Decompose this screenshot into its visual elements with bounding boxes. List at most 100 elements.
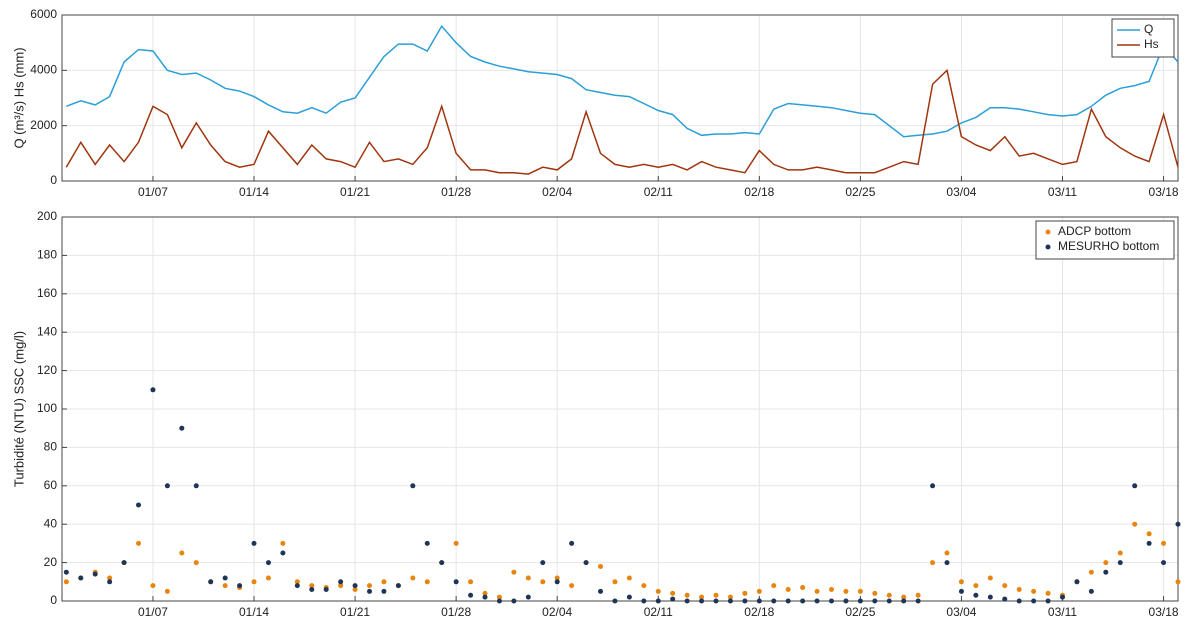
- y-tick-label: 0: [50, 593, 57, 607]
- point: [598, 563, 604, 569]
- x-tick-label: 03/11: [1048, 605, 1077, 619]
- x-tick-label: 01/07: [138, 605, 168, 619]
- point: [1161, 560, 1167, 566]
- point: [641, 598, 647, 604]
- point: [424, 579, 430, 585]
- point: [569, 540, 575, 546]
- x-tick-label: 01/07: [138, 185, 168, 199]
- point: [511, 598, 517, 604]
- line: [65, 68, 1179, 175]
- x-tick-label: 01/14: [239, 605, 269, 619]
- x-tick-label: 02/04: [542, 185, 572, 199]
- point: [63, 569, 69, 575]
- point: [1045, 590, 1051, 596]
- point: [107, 575, 113, 581]
- point: [800, 585, 806, 591]
- point: [641, 583, 647, 589]
- point: [1103, 560, 1109, 566]
- point: [699, 598, 705, 604]
- point: [915, 592, 921, 598]
- point: [164, 588, 170, 594]
- point: [323, 586, 329, 592]
- point: [930, 483, 936, 489]
- point: [1088, 569, 1094, 575]
- point: [251, 579, 257, 585]
- point: [136, 502, 142, 508]
- x-tick-label: 02/25: [845, 605, 875, 619]
- point: [1146, 540, 1152, 546]
- point: [930, 560, 936, 566]
- point: [684, 598, 690, 604]
- point: [338, 579, 344, 585]
- point: [525, 575, 531, 581]
- point: [785, 586, 791, 592]
- x-tick-label: 03/11: [1048, 185, 1077, 199]
- y-tick-label: 2000: [30, 118, 57, 132]
- point: [1002, 596, 1008, 602]
- x-tick-label: 03/18: [1149, 605, 1179, 619]
- point: [1002, 583, 1008, 589]
- y-tick-label: 60: [44, 478, 58, 492]
- point: [1045, 598, 1051, 604]
- point: [655, 598, 661, 604]
- point: [1060, 594, 1066, 600]
- point: [164, 483, 170, 489]
- point: [857, 598, 863, 604]
- legend-label: Q: [1144, 22, 1153, 36]
- legend-label: ADCP bottom: [1058, 224, 1131, 238]
- point: [496, 598, 502, 604]
- point: [958, 579, 964, 585]
- point: [699, 594, 705, 600]
- point: [525, 594, 531, 600]
- x-tick-label: 02/11: [644, 605, 673, 619]
- legend-box: [1111, 18, 1175, 58]
- point: [727, 594, 733, 600]
- y-tick-label: 120: [37, 363, 57, 377]
- y-tick-label: 180: [37, 248, 57, 262]
- x-tick-label: 01/28: [441, 605, 471, 619]
- y-tick-label: 200: [37, 209, 57, 223]
- point: [742, 590, 748, 596]
- x-tick-label: 02/18: [744, 605, 774, 619]
- point: [1175, 579, 1181, 585]
- point: [829, 586, 835, 592]
- point: [179, 550, 185, 556]
- point: [496, 594, 502, 600]
- point: [395, 583, 401, 589]
- point: [540, 579, 546, 585]
- y-tick-label: 100: [37, 401, 57, 415]
- legend-swatch: [1045, 244, 1051, 250]
- x-tick-label: 01/28: [441, 185, 471, 199]
- point: [973, 583, 979, 589]
- point: [626, 575, 632, 581]
- legend-label: Hs: [1144, 37, 1159, 51]
- point: [829, 598, 835, 604]
- point: [800, 598, 806, 604]
- point: [670, 590, 676, 596]
- point: [150, 583, 156, 589]
- point: [814, 588, 820, 594]
- point: [684, 592, 690, 598]
- y-tick-label: 40: [44, 516, 58, 530]
- plot-frame: [61, 216, 1179, 602]
- point: [294, 579, 300, 585]
- point: [886, 592, 892, 598]
- point: [540, 560, 546, 566]
- x-tick-label: 01/21: [340, 605, 370, 619]
- point: [915, 598, 921, 604]
- point: [410, 575, 416, 581]
- point: [771, 583, 777, 589]
- y-tick-label: 0: [50, 173, 57, 187]
- point: [1146, 531, 1152, 537]
- point: [453, 579, 459, 585]
- point: [424, 540, 430, 546]
- point: [987, 575, 993, 581]
- point: [742, 598, 748, 604]
- point: [944, 550, 950, 556]
- point: [713, 592, 719, 598]
- point: [193, 483, 199, 489]
- point: [626, 594, 632, 600]
- x-tick-label: 02/11: [644, 185, 673, 199]
- x-tick-label: 01/14: [239, 185, 269, 199]
